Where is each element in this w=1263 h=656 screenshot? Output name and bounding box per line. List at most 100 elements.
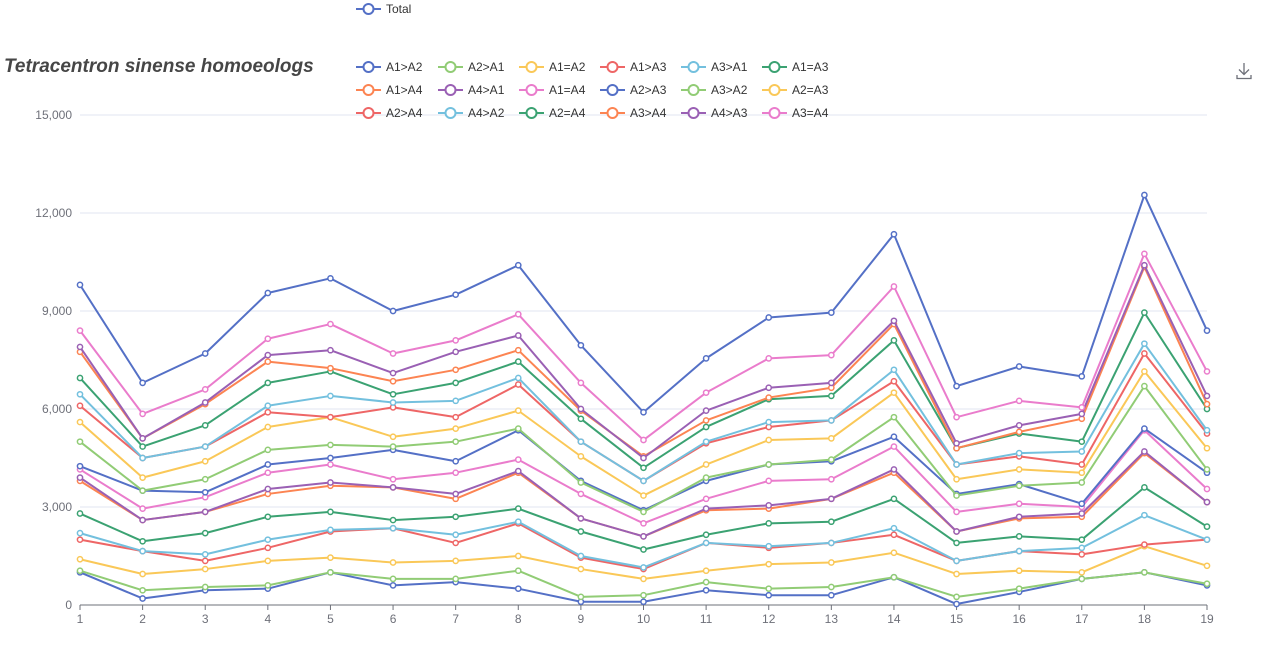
data-point[interactable] [389,443,397,450]
data-point[interactable] [327,320,334,328]
data-point[interactable] [1078,469,1086,477]
data-point[interactable] [1141,568,1148,576]
legend-item[interactable]: A4>A3 [681,104,747,122]
data-point[interactable] [765,394,773,401]
legend-item[interactable]: A2=A4 [519,104,585,122]
data-point[interactable] [1078,438,1086,446]
data-point[interactable] [640,477,647,485]
data-point[interactable] [890,230,898,238]
data-point[interactable] [577,593,585,601]
data-point[interactable] [1203,392,1211,400]
data-point[interactable] [640,408,647,416]
data-point[interactable] [765,314,773,321]
data-point[interactable] [201,557,209,565]
data-point[interactable] [1078,510,1086,517]
data-point[interactable] [389,559,397,566]
data-point[interactable] [389,377,397,385]
data-point[interactable] [264,423,272,431]
data-point[interactable] [827,583,835,591]
data-point[interactable] [452,337,460,344]
data-point[interactable] [452,531,460,539]
data-point[interactable] [640,464,647,472]
data-point[interactable] [327,461,334,468]
legend-item[interactable]: A4>A2 [438,104,504,122]
data-point[interactable] [890,283,898,290]
data-point[interactable] [1015,513,1023,521]
data-point[interactable] [702,505,710,512]
legend-item[interactable]: A1=A2 [519,58,585,76]
data-point[interactable] [327,479,334,486]
data-point[interactable] [953,508,960,516]
data-point[interactable] [953,557,960,565]
data-point[interactable] [1203,580,1211,588]
data-point[interactable] [953,528,960,535]
data-point[interactable] [702,423,710,431]
data-point[interactable] [765,418,773,426]
data-point[interactable] [389,516,397,524]
data-point[interactable] [702,531,710,539]
data-point[interactable] [139,547,146,555]
data-point[interactable] [139,586,146,594]
data-point[interactable] [514,585,522,593]
data-point[interactable] [389,390,397,398]
data-point[interactable] [577,515,585,522]
data-point[interactable] [827,518,835,526]
data-point[interactable] [640,546,647,553]
data-point[interactable] [702,461,710,468]
legend-item[interactable]: A3>A4 [600,104,666,122]
data-point[interactable] [1015,421,1023,429]
data-point[interactable] [76,567,84,575]
data-point[interactable] [765,436,773,444]
data-point[interactable] [1141,382,1148,390]
data-point[interactable] [201,565,209,573]
data-point[interactable] [264,536,272,544]
data-point[interactable] [327,413,334,421]
data-point[interactable] [953,413,960,421]
data-point[interactable] [327,454,334,462]
data-point[interactable] [514,358,522,365]
data-point[interactable] [389,350,397,357]
data-point[interactable] [702,474,710,481]
data-point[interactable] [452,539,460,547]
data-point[interactable] [890,573,898,581]
data-point[interactable] [201,488,209,496]
data-point[interactable] [1015,482,1023,490]
data-point[interactable] [1078,551,1086,558]
data-point[interactable] [1078,448,1086,455]
data-point[interactable] [139,443,146,450]
data-point[interactable] [1141,350,1148,357]
data-point[interactable] [953,461,960,468]
data-point[interactable] [953,593,960,601]
data-point[interactable] [827,351,835,359]
data-point[interactable] [1141,309,1148,316]
data-point[interactable] [139,516,146,524]
data-point[interactable] [827,392,835,400]
data-point[interactable] [452,397,460,405]
data-point[interactable] [264,485,272,493]
data-point[interactable] [139,595,146,602]
data-point[interactable] [765,502,773,509]
data-point[interactable] [76,529,84,537]
data-point[interactable] [827,435,835,442]
data-point[interactable] [76,555,84,563]
data-point[interactable] [1203,485,1211,493]
data-point[interactable] [389,433,397,441]
data-point[interactable] [452,348,460,356]
data-point[interactable] [264,335,272,343]
data-point[interactable] [452,513,460,521]
data-point[interactable] [514,467,522,475]
data-point[interactable] [201,583,209,591]
data-point[interactable] [76,281,84,289]
data-point[interactable] [139,379,146,387]
legend-item[interactable]: A1=A4 [519,81,585,99]
data-point[interactable] [577,405,585,413]
data-point[interactable] [76,374,84,382]
data-point[interactable] [1203,368,1211,375]
data-point[interactable] [452,379,460,387]
data-point[interactable] [953,439,960,447]
data-point[interactable] [1015,547,1023,555]
data-point[interactable] [577,528,585,535]
data-point[interactable] [452,413,460,421]
data-point[interactable] [577,479,585,486]
data-point[interactable] [640,591,647,599]
